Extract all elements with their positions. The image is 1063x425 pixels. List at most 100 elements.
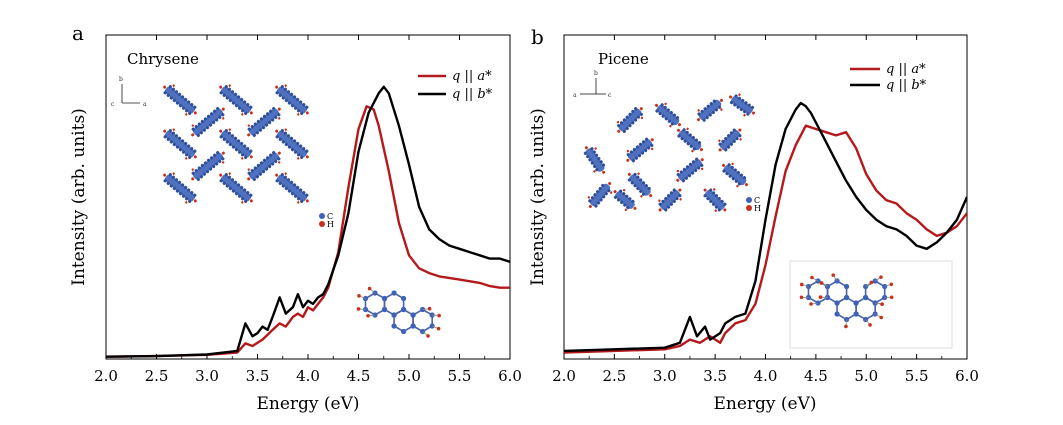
legend-a: q || a* q || b* (418, 69, 493, 102)
picene-cluster-molecule-13 (658, 188, 682, 212)
x-tick-label-a-2: 3.0 (195, 367, 219, 385)
picene-carbon-atom (863, 294, 869, 301)
chrysene-hydrogen-atom (437, 313, 441, 318)
picene-hydrogen-atom (880, 302, 884, 306)
chrysene-stack-molecule-12 (275, 172, 309, 204)
x-tick-label-a-1: 2.5 (145, 367, 169, 385)
x-tick-label-a-3: 3.5 (246, 367, 270, 385)
y-axis-label-b: Intensity (arb. units) (528, 108, 548, 286)
x-tick-label-b-8: 6.0 (955, 367, 979, 385)
picene-carbon-atom (853, 300, 859, 306)
picene-carbon-atom (824, 294, 831, 301)
chrysene-hydrogen-atom (367, 286, 372, 291)
chrysene-molecule-diagram (356, 286, 441, 338)
picene-carbon-atom (824, 283, 831, 290)
picene-cluster-molecule-8 (587, 182, 613, 208)
chrysene-carbon-atom (381, 295, 388, 302)
chrysene-stack-molecule-8 (191, 151, 225, 181)
picene-hydrogen-atom (869, 280, 874, 285)
picene-inset-box (789, 260, 953, 349)
series-line-a-0 (106, 105, 510, 358)
chrysene-stack-molecule-3 (191, 107, 225, 137)
x-tick-label-a-8: 6.0 (498, 367, 522, 385)
picene-cluster-molecule-0 (616, 107, 644, 133)
atom-label-c-a: C (327, 212, 333, 221)
x-tick-label-b-1: 2.5 (602, 367, 626, 385)
chrysene-stack-molecule-11 (219, 172, 253, 204)
picene-hydrogen-atom (810, 275, 814, 280)
picene-hydrogen-atom (819, 281, 824, 285)
chrysene-hydrogen-atom (426, 334, 430, 338)
chrysene-stack-molecule-1 (219, 84, 253, 116)
picene-cluster-molecule-5 (626, 137, 654, 163)
picene-carbon-atom (843, 294, 850, 301)
x-tick-label-b-5: 4.5 (804, 367, 828, 385)
atom-label-c-b: C (754, 196, 760, 205)
svg-text:c: c (111, 101, 115, 108)
atom-label-h-b: H (754, 204, 761, 213)
series-group-a (106, 85, 510, 358)
x-tick-label-a-0: 2.0 (94, 367, 118, 385)
x-tick-label-b-0: 2.0 (552, 367, 576, 385)
chrysene-hydrogen-atom (356, 307, 361, 311)
chrysene-hydrogen-atom (366, 314, 370, 318)
chrysene-stack-molecule-5 (163, 128, 197, 160)
legend-b: q || a* q || b* (850, 62, 927, 93)
molecule-cluster-b (583, 93, 755, 212)
svg-text:c: c (608, 92, 612, 99)
picene-cluster-molecule-1 (655, 102, 681, 128)
series-line-b-0 (564, 124, 967, 354)
picene-hydrogen-atom (809, 302, 813, 306)
x-ticks-b: 2.0 2.5 3.0 3.5 4.0 4.5 5.0 5.5 6.0 (552, 35, 979, 385)
picene-hydrogen-atom (844, 324, 848, 329)
chrysene-carbon-atom (400, 295, 407, 302)
x-tick-label-a-6: 5.0 (397, 367, 421, 385)
picene-hydrogen-atom (799, 282, 804, 287)
crystal-packing-illustration-a: b a c C H (111, 76, 334, 229)
svg-text:b: b (119, 76, 123, 83)
molecule-stack-a (163, 84, 309, 204)
chrysene-carbon-atom (391, 323, 397, 329)
chart-panel-a: 2.0 2.5 3.0 3.5 4.0 4.5 5.0 5.5 6.0 Chrysene Ene… (69, 34, 522, 414)
chrysene-carbon-atom (410, 323, 416, 329)
chrysene-stack-molecule-4 (247, 107, 281, 137)
chrysene-stack-molecule-2 (275, 84, 309, 116)
x-tick-label-b-4: 4.0 (754, 367, 778, 385)
legend-label-a-1: q || b* (452, 87, 493, 102)
picene-molecule-diagram (799, 273, 894, 329)
picene-hydrogen-atom (799, 295, 804, 300)
chrysene-carbon-atom (391, 312, 397, 318)
x-tick-label-a-7: 5.5 (448, 367, 472, 385)
legend-label-b-0: q || a* (886, 62, 926, 77)
series-group-b (564, 101, 967, 354)
chrysene-carbon-atom (400, 306, 407, 313)
picene-cluster-molecule-3 (729, 93, 755, 117)
chrysene-hydrogen-atom (357, 294, 361, 298)
svg-text:b: b (594, 70, 598, 77)
picene-carbon-atom (805, 294, 812, 301)
picene-cluster-molecule-10 (676, 157, 704, 183)
picene-cluster-molecule-6 (677, 127, 703, 153)
series-line-b-1 (564, 101, 967, 353)
panel-label-b: b (531, 25, 544, 49)
chart-panel-b: 2.0 2.5 3.0 3.5 4.0 4.5 5.0 5.5 6.0 Picene Energ… (528, 34, 979, 414)
picene-cluster-molecule-14 (703, 188, 727, 212)
chrysene-carbon-atom (410, 312, 416, 318)
picene-carbon-atom (853, 311, 859, 317)
picene-hydrogen-atom (879, 275, 883, 279)
picene-carbon-atom (843, 283, 850, 290)
chrysene-carbon-atom (400, 328, 407, 335)
atom-label-h-a: H (327, 220, 334, 229)
chrysene-carbon-atom (391, 290, 397, 296)
picene-hydrogen-atom (889, 295, 894, 300)
picene-hydrogen-atom (868, 323, 872, 327)
plot-frame-a (105, 34, 511, 360)
picene-cluster-molecule-4 (583, 146, 606, 174)
picene-hydrogen-atom (879, 315, 884, 320)
crystal-packing-illustration-b: b a c C H (573, 70, 761, 213)
chrysene-stack-molecule-0 (163, 84, 197, 116)
picene-hydrogen-atom (818, 295, 823, 299)
chrysene-stack-molecule-10 (163, 172, 197, 204)
chrysene-carbon-atom (381, 306, 388, 313)
chrysene-stack-molecule-7 (275, 128, 309, 160)
